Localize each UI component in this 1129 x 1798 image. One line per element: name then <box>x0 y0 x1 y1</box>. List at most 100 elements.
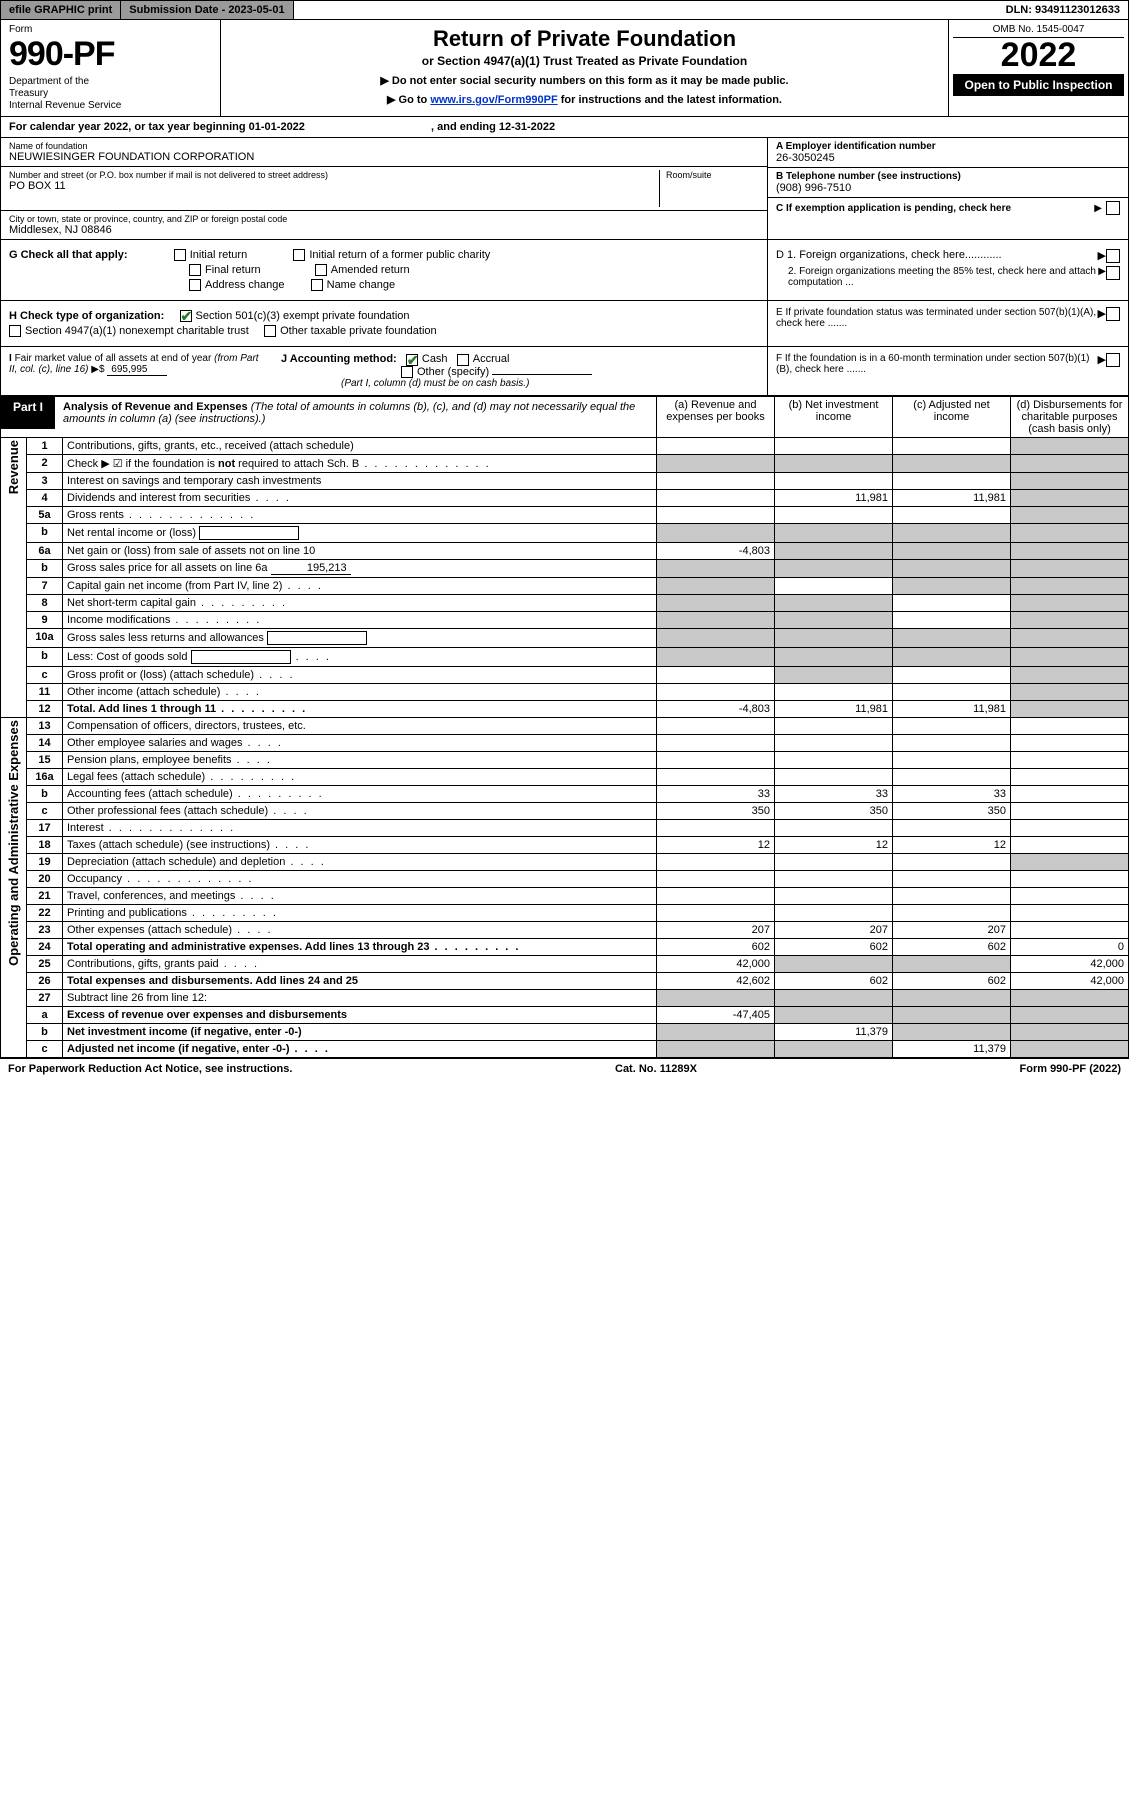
amount-cell <box>1011 437 1129 454</box>
amount-cell <box>775 989 893 1006</box>
amount-cell: 42,000 <box>657 955 775 972</box>
amount-cell <box>775 683 893 700</box>
table-row: bLess: Cost of goods sold <box>1 647 1129 666</box>
i-arrow: ▶$ <box>91 364 104 375</box>
table-row: 7Capital gain net income (from Part IV, … <box>1 577 1129 594</box>
phone-label: B Telephone number (see instructions) <box>776 171 1120 182</box>
cb-address-change[interactable] <box>189 279 201 291</box>
line-number: 5a <box>27 506 63 523</box>
amount-cell <box>657 768 775 785</box>
cb-4947[interactable] <box>9 325 21 337</box>
line-number: 13 <box>27 717 63 734</box>
line-desc: Net rental income or (loss) <box>63 523 657 542</box>
cb-initial-return[interactable] <box>174 249 186 261</box>
table-row: 26Total expenses and disbursements. Add … <box>1 972 1129 989</box>
dln: DLN: 93491123012633 <box>998 1 1128 19</box>
amount-cell: 11,981 <box>775 700 893 717</box>
cb-accrual[interactable] <box>457 354 469 366</box>
amount-cell: 12 <box>893 836 1011 853</box>
line-desc: Occupancy <box>63 870 657 887</box>
i-fmv: 695,995 <box>107 364 167 376</box>
line-desc: Gross sales less returns and allowances <box>63 628 657 647</box>
h-opt-2: Section 4947(a)(1) nonexempt charitable … <box>25 325 249 337</box>
amount-cell: -4,803 <box>657 700 775 717</box>
table-row: cGross profit or (loss) (attach schedule… <box>1 666 1129 683</box>
amount-cell <box>775 853 893 870</box>
cb-d1[interactable] <box>1106 249 1120 263</box>
amount-cell <box>775 523 893 542</box>
line-desc: Contributions, gifts, grants, etc., rece… <box>63 437 657 454</box>
line-number: 25 <box>27 955 63 972</box>
cb-other-method[interactable] <box>401 366 413 378</box>
line-number: 16a <box>27 768 63 785</box>
cb-amended[interactable] <box>315 264 327 276</box>
line-number: 22 <box>27 904 63 921</box>
line-number: 7 <box>27 577 63 594</box>
line-desc: Printing and publications <box>63 904 657 921</box>
col-c-head: (c) Adjusted net income <box>893 396 1011 437</box>
amount-cell <box>657 489 775 506</box>
amount-cell <box>1011 1023 1129 1040</box>
amount-cell <box>893 1023 1011 1040</box>
table-row: 14Other employee salaries and wages <box>1 734 1129 751</box>
addr-val: PO BOX 11 <box>9 180 659 192</box>
amount-cell: 207 <box>893 921 1011 938</box>
line-number: 1 <box>27 437 63 454</box>
line-number: b <box>27 523 63 542</box>
cb-other-taxable[interactable] <box>264 325 276 337</box>
footer-right: Form 990-PF (2022) <box>1020 1063 1122 1075</box>
form-number: 990-PF <box>9 35 212 74</box>
instr2-pre: ▶ Go to <box>387 94 430 106</box>
name-label: Name of foundation <box>9 141 759 151</box>
amount-cell <box>775 542 893 559</box>
line-desc: Compensation of officers, directors, tru… <box>63 717 657 734</box>
amount-cell <box>893 454 1011 472</box>
amount-cell: 350 <box>893 802 1011 819</box>
line-number: 17 <box>27 819 63 836</box>
cb-final-return[interactable] <box>189 264 201 276</box>
line-desc: Excess of revenue over expenses and disb… <box>63 1006 657 1023</box>
amount-cell <box>775 1006 893 1023</box>
amount-cell <box>1011 989 1129 1006</box>
line-number: b <box>27 559 63 577</box>
amount-cell <box>657 887 775 904</box>
amount-cell: 11,981 <box>893 700 1011 717</box>
e-label: E If private foundation status was termi… <box>776 307 1098 340</box>
cb-501c3[interactable] <box>180 310 192 322</box>
amount-cell <box>1011 700 1129 717</box>
line-desc: Accounting fees (attach schedule) <box>63 785 657 802</box>
amount-cell <box>657 594 775 611</box>
cb-f[interactable] <box>1106 353 1120 367</box>
amount-cell <box>657 717 775 734</box>
amount-cell: 42,602 <box>657 972 775 989</box>
cb-d2[interactable] <box>1106 266 1120 280</box>
amount-cell <box>1011 853 1129 870</box>
cb-name-change[interactable] <box>311 279 323 291</box>
amount-cell <box>775 559 893 577</box>
cb-initial-former[interactable] <box>293 249 305 261</box>
amount-cell <box>1011 611 1129 628</box>
line-number: 11 <box>27 683 63 700</box>
amount-cell <box>657 611 775 628</box>
form-header: Form 990-PF Department of theTreasuryInt… <box>0 20 1129 117</box>
line-desc: Total. Add lines 1 through 11 <box>63 700 657 717</box>
line-desc: Income modifications <box>63 611 657 628</box>
table-row: 11Other income (attach schedule) <box>1 683 1129 700</box>
exemption-checkbox[interactable] <box>1106 201 1120 215</box>
cb-cash[interactable] <box>406 354 418 366</box>
irs-link[interactable]: www.irs.gov/Form990PF <box>430 94 557 106</box>
line-desc: Other expenses (attach schedule) <box>63 921 657 938</box>
cb-e[interactable] <box>1106 307 1120 321</box>
line-desc: Subtract line 26 from line 12: <box>63 989 657 1006</box>
amount-cell <box>893 955 1011 972</box>
amount-cell <box>775 751 893 768</box>
amount-cell <box>775 887 893 904</box>
amount-cell <box>775 594 893 611</box>
line-desc: Gross profit or (loss) (attach schedule) <box>63 666 657 683</box>
calendar-year-row: For calendar year 2022, or tax year begi… <box>0 117 1129 138</box>
amount-cell <box>893 751 1011 768</box>
amount-cell <box>893 647 1011 666</box>
amount-cell <box>775 454 893 472</box>
line-number: c <box>27 1040 63 1057</box>
g-d-row: G Check all that apply: Initial return I… <box>0 240 1129 301</box>
